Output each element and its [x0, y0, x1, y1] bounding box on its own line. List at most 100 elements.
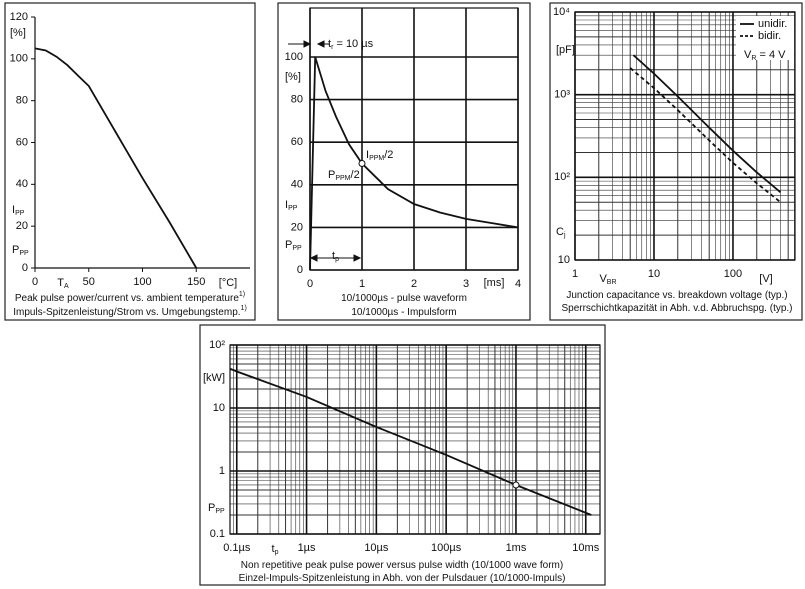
text-part: [kW]: [203, 372, 225, 384]
text-part: t: [332, 250, 335, 262]
annotation: PPPM/2: [328, 169, 360, 182]
y-tick-label: 20: [16, 220, 28, 232]
x-tick-label: 1: [359, 278, 365, 290]
point-marker: [358, 159, 366, 167]
text-part: Einzel-Impuls-Spitzenleistung in Abh. vo…: [239, 573, 566, 584]
text-part: = 10 µs: [333, 38, 373, 50]
text-part: P: [208, 502, 215, 514]
text-part: t: [272, 543, 275, 555]
text-part: 1): [241, 305, 247, 312]
caption: 10/1000µs - pulse waveform: [341, 293, 467, 304]
text-part: 10/1000µs - pulse waveform: [341, 293, 467, 304]
annotation: IPPM/2: [366, 149, 393, 162]
text-part: I: [366, 149, 369, 161]
y-tick-label: 0: [297, 264, 303, 276]
text-part: PPM: [335, 175, 350, 182]
annotation: IPP: [285, 199, 298, 212]
y-tick-label: 100: [285, 51, 303, 63]
annotation: [°C]: [219, 277, 237, 289]
annotation: VBR: [599, 273, 616, 286]
y-tick-label: 40: [291, 179, 303, 191]
annotation: tr = 10 µs: [328, 38, 374, 51]
text-part: j: [563, 232, 566, 239]
x-tick-label: 100µs: [431, 542, 462, 554]
text-part: V: [599, 273, 607, 285]
panel: [4, 2, 256, 321]
y-tick-label: 60: [16, 136, 28, 148]
text-part: PP: [288, 205, 298, 212]
plot-frame: [574, 11, 796, 261]
text-part: [V]: [759, 273, 772, 285]
y-tick-label: 20: [291, 221, 303, 233]
plot-frame: [229, 344, 601, 535]
annotation: PPP: [285, 239, 302, 252]
text-part: Impuls-Spitzenleistung/Strom vs. Umgebun…: [13, 307, 240, 318]
text-part: Non repetitive peak pulse power versus p…: [241, 560, 563, 571]
x-tick-label: 100: [724, 268, 742, 280]
point-marker: [512, 481, 520, 489]
y-tick-label: 120: [10, 11, 28, 23]
y-tick-label: 80: [291, 93, 303, 105]
text-part: T: [57, 277, 64, 289]
x-tick-label: 4: [515, 278, 521, 290]
grid: [230, 344, 600, 535]
y-tick-label: 40: [16, 178, 28, 190]
text-part: [pF]: [556, 44, 575, 56]
text-part: I: [12, 204, 15, 216]
x-tick-label: 0: [307, 278, 313, 290]
series-line: [629, 67, 782, 203]
text-part: p: [275, 549, 279, 556]
y-tick-label: 80: [16, 95, 28, 107]
caption: Impuls-Spitzenleistung/Strom vs. Umgebun…: [13, 305, 247, 317]
y-tick-label: 10: [213, 402, 225, 414]
text-part: 10/1000µs - Impulsform: [351, 307, 456, 318]
series-line: [34, 47, 198, 269]
x-tick-label: 1ms: [506, 542, 527, 554]
tr-arrow: [288, 40, 330, 48]
text-part: [%]: [10, 27, 26, 39]
annotation: Cj: [556, 226, 566, 239]
text-part: R: [751, 55, 756, 62]
plot-frame: [309, 7, 519, 271]
text-part: Junction capacitance vs. breakdown volta…: [566, 290, 787, 301]
text-part: P: [12, 244, 19, 256]
text-part: r: [331, 44, 334, 51]
x-tick-label: 2: [411, 278, 417, 290]
x-tick-label: 1: [572, 268, 578, 280]
x-tick-label: 10ms: [572, 542, 599, 554]
y-tick-label: 10⁴: [553, 6, 570, 18]
text-part: t: [328, 38, 331, 50]
annotation: [V]: [759, 273, 772, 285]
annotation: IPP: [12, 204, 25, 217]
x-tick-label: 150: [187, 276, 205, 288]
x-tick-label: 10: [648, 268, 660, 280]
caption: Non repetitive peak pulse power versus p…: [241, 560, 563, 571]
caption: 10/1000µs - Impulsform: [351, 307, 456, 318]
y-tick-label: 10²: [209, 339, 225, 351]
x-tick-label: 0.1µs: [223, 542, 251, 554]
text-part: PP: [292, 245, 302, 252]
text-part: [°C]: [219, 277, 237, 289]
x-tick-label: 10µs: [364, 542, 389, 554]
text-part: Sperrschichtkapazität in Abh. v.d. Abbru…: [561, 303, 792, 314]
tp-arrow: [309, 254, 362, 262]
text-part: [ms]: [484, 277, 505, 289]
annotation: [kW]: [203, 372, 225, 384]
text-part: PP: [215, 508, 225, 515]
y-tick-label: 0: [22, 262, 28, 274]
caption: Peak pulse power/current vs. ambient tem…: [15, 291, 245, 303]
text-part: P: [285, 239, 292, 251]
caption: Sperrschichtkapazität in Abh. v.d. Abbru…: [561, 303, 792, 314]
y-tick-label: 10²: [554, 171, 570, 183]
caption: Einzel-Impuls-Spitzenleistung in Abh. vo…: [239, 573, 566, 584]
text-part: [%]: [285, 71, 301, 83]
x-tick-label: 0: [32, 276, 38, 288]
text-part: PPM: [369, 155, 384, 162]
text-part: p: [335, 256, 339, 263]
text-part: V: [744, 49, 752, 61]
text-part: /2: [384, 149, 393, 161]
legend-label: unidir.: [758, 18, 787, 30]
text-part: 1): [239, 291, 245, 298]
text-part: I: [285, 199, 288, 211]
